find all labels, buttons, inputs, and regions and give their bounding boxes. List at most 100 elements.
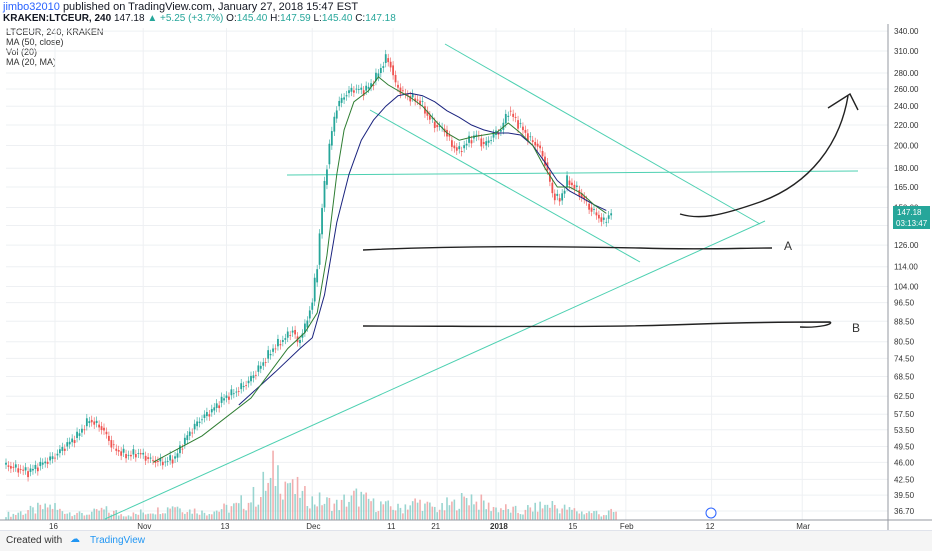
volume-bar bbox=[365, 492, 367, 520]
candle-body bbox=[492, 133, 495, 138]
volume-bar bbox=[56, 509, 59, 520]
volume-bar bbox=[186, 512, 189, 520]
y-tick-label: 280.00 bbox=[894, 69, 919, 78]
y-tick-label: 180.00 bbox=[894, 164, 919, 173]
volume-bar bbox=[193, 508, 196, 520]
ascending-trendline bbox=[104, 220, 766, 520]
candle-body bbox=[561, 193, 564, 201]
y-tick-label: 165.00 bbox=[894, 183, 919, 192]
volume-bar bbox=[527, 505, 529, 520]
candle-body bbox=[353, 90, 355, 93]
candle-body bbox=[509, 110, 512, 112]
low-label: L: bbox=[313, 13, 322, 24]
volume-bar bbox=[196, 513, 198, 520]
volume-bar bbox=[431, 506, 434, 520]
candle-body bbox=[56, 453, 59, 456]
volume-bar bbox=[267, 482, 269, 520]
candle-body bbox=[583, 196, 586, 200]
candle-body bbox=[416, 99, 419, 101]
y-tick-label: 53.50 bbox=[894, 426, 915, 435]
y-tick-label: 80.50 bbox=[894, 338, 915, 347]
legend-item-ma20[interactable]: MA (20, MA) bbox=[6, 57, 57, 67]
tradingview-logo-icon[interactable]: ☁ bbox=[70, 534, 80, 545]
volume-bar bbox=[225, 504, 228, 520]
volume-bar bbox=[512, 506, 514, 520]
candle-body bbox=[605, 221, 608, 223]
volume-bar bbox=[257, 504, 260, 520]
candle-body bbox=[286, 331, 289, 338]
volume-bar bbox=[399, 507, 402, 520]
volume-bar bbox=[59, 508, 61, 520]
candle-body bbox=[541, 150, 544, 157]
volume-bar bbox=[130, 516, 132, 520]
volume-bar bbox=[29, 505, 32, 520]
volume-bar bbox=[505, 504, 507, 520]
candle-body bbox=[289, 335, 292, 336]
volume-bar bbox=[316, 506, 318, 520]
candle-body bbox=[127, 454, 130, 456]
candle-body bbox=[556, 193, 559, 196]
volume-bar bbox=[218, 511, 220, 520]
author-link[interactable]: jimbo32010 bbox=[3, 1, 60, 13]
candle-body bbox=[196, 421, 198, 427]
volume-bar bbox=[233, 503, 235, 520]
candle-body bbox=[36, 467, 39, 472]
candle-body bbox=[122, 448, 125, 453]
price-axis[interactable]: 340.00 310.00 280.00 260.00 240.00 220.00 200.… bbox=[887, 24, 932, 530]
tradingview-brand[interactable]: TradingView bbox=[90, 535, 146, 546]
candle-body bbox=[12, 466, 15, 468]
x-tick-label: Dec bbox=[306, 522, 320, 530]
legend-item-ma50[interactable]: MA (50, close) bbox=[6, 37, 64, 47]
candle-body bbox=[213, 407, 216, 411]
volume-bar bbox=[331, 511, 333, 520]
y-tick-label: 74.50 bbox=[894, 354, 915, 363]
volume-bar bbox=[309, 508, 311, 520]
volume-bar bbox=[421, 510, 424, 520]
volume-bar bbox=[348, 501, 350, 520]
volume-bar bbox=[607, 510, 610, 520]
volume-bar bbox=[313, 504, 316, 520]
volume-bar bbox=[585, 513, 588, 520]
candle-body bbox=[147, 457, 149, 459]
x-tick-label: Mar bbox=[796, 522, 810, 530]
y-tick-label: 36.70 bbox=[894, 507, 915, 516]
volume-bar bbox=[17, 512, 20, 520]
volume-bar bbox=[117, 515, 120, 520]
volume-bar bbox=[245, 510, 247, 520]
volume-bar bbox=[291, 479, 294, 520]
candle-body bbox=[93, 421, 96, 425]
candle-body bbox=[507, 115, 510, 117]
candle-body bbox=[487, 140, 490, 143]
volume-bar bbox=[536, 511, 539, 520]
volume-bar bbox=[529, 507, 532, 520]
candle-body bbox=[524, 129, 527, 133]
volume-bar bbox=[260, 497, 262, 520]
legend-item-vol[interactable]: Vol (20) bbox=[6, 47, 38, 57]
volume-bar bbox=[198, 514, 201, 520]
ma20-line bbox=[152, 76, 607, 463]
candle-body bbox=[480, 138, 483, 147]
volume-bar bbox=[78, 511, 81, 520]
volume-bar bbox=[19, 511, 22, 520]
volume-bar bbox=[522, 514, 524, 520]
price-chart[interactable]: 340.00 310.00 280.00 260.00 240.00 220.00 200.… bbox=[0, 24, 932, 530]
volume-bar bbox=[318, 492, 321, 520]
volume-bar bbox=[164, 513, 167, 520]
y-tick-label: 126.00 bbox=[894, 241, 919, 250]
candle-body bbox=[7, 465, 10, 467]
candle-body bbox=[49, 456, 51, 461]
candle-body bbox=[198, 421, 201, 424]
candle-body bbox=[328, 143, 331, 165]
time-axis[interactable]: 16 Nov 13 Dec 11 21 2018 15 Feb 12 Mar bbox=[0, 519, 932, 530]
volume-bar bbox=[88, 514, 91, 520]
candle-body bbox=[17, 468, 20, 473]
volume-bar bbox=[144, 514, 147, 520]
volume-bar bbox=[299, 497, 301, 520]
volume-bar bbox=[279, 493, 282, 520]
volume-bar bbox=[147, 513, 149, 520]
volume-bar bbox=[463, 496, 465, 520]
volume-bar bbox=[174, 507, 176, 520]
candle-body bbox=[264, 362, 267, 363]
candle-body bbox=[426, 110, 429, 116]
volume-bar bbox=[108, 512, 110, 520]
